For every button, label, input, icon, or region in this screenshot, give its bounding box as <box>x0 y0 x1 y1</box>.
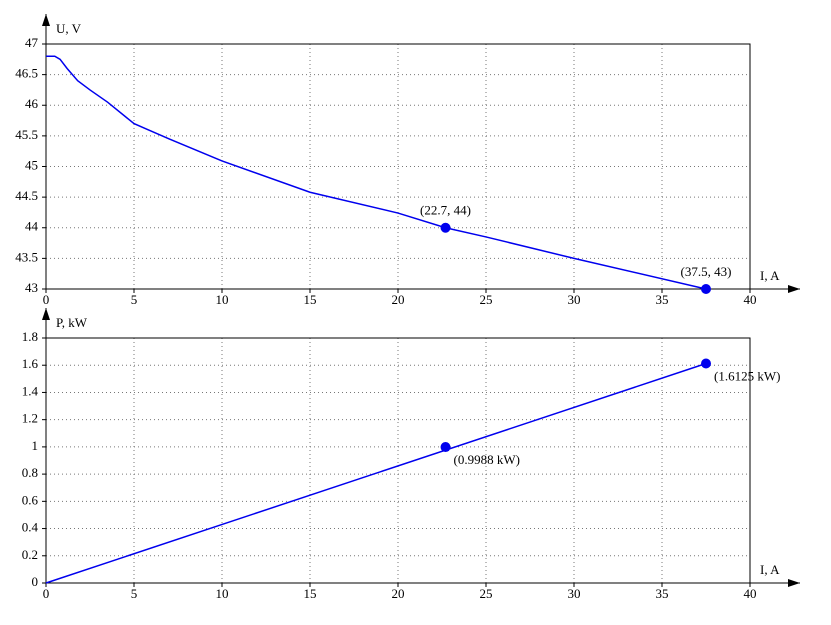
x-axis-label: I, A <box>760 562 780 577</box>
y-tick-label: 43 <box>25 280 38 295</box>
x-tick-label: 0 <box>43 292 50 307</box>
y-tick-label: 1.2 <box>22 411 38 426</box>
annotation: (0.9988 kW) <box>454 452 520 467</box>
annotation: (1.6125 kW) <box>714 369 780 384</box>
annotation: (37.5, 43) <box>681 264 732 279</box>
line <box>45 362 707 584</box>
y-tick-label: 46.5 <box>15 66 38 81</box>
x-tick-label: 20 <box>392 586 405 601</box>
y-tick-label: 44 <box>25 219 39 234</box>
y-tick-label: 1.6 <box>22 356 39 371</box>
marker <box>701 358 711 369</box>
x-tick-label: 25 <box>480 586 493 601</box>
y-tick-label: 0.2 <box>22 547 38 562</box>
x-axis-label: I, A <box>760 268 780 283</box>
marker <box>701 284 711 294</box>
y-tick-label: 43.5 <box>15 249 38 264</box>
marker <box>440 442 451 453</box>
y-tick-label: 0.6 <box>22 492 39 507</box>
y-tick-label: 1.8 <box>22 329 38 344</box>
line <box>46 55 707 290</box>
x-tick-label: 15 <box>304 586 317 601</box>
x-tick-label: 35 <box>656 586 669 601</box>
x-tick-label: 30 <box>568 586 581 601</box>
y-tick-label: 46 <box>25 96 39 111</box>
y-tick-label: 44.5 <box>15 188 38 203</box>
x-tick-label: 10 <box>216 586 229 601</box>
marker <box>440 222 451 233</box>
x-tick-label: 30 <box>568 292 581 307</box>
x-tick-label: 15 <box>304 292 317 307</box>
y-tick-label: 47 <box>25 35 39 50</box>
y-tick-label: 45 <box>25 157 38 172</box>
x-tick-label: 25 <box>480 292 493 307</box>
y-tick-label: 0.4 <box>22 520 39 535</box>
x-tick-label: 35 <box>656 292 669 307</box>
annotation: (22.7, 44) <box>420 203 471 218</box>
x-tick-label: 0 <box>43 586 50 601</box>
x-tick-label: 5 <box>131 292 138 307</box>
x-tick-label: 20 <box>392 292 405 307</box>
x-tick-label: 10 <box>216 292 229 307</box>
y-axis-label: U, V <box>56 21 82 36</box>
y-axis-label: P, kW <box>56 315 88 330</box>
y-tick-label: 45.5 <box>15 127 38 142</box>
x-tick-label: 5 <box>131 586 138 601</box>
x-tick-label: 40 <box>744 586 757 601</box>
y-tick-label: 1.4 <box>22 383 39 398</box>
y-tick-label: 0 <box>32 574 39 589</box>
y-tick-label: 0.8 <box>22 465 38 480</box>
x-tick-label: 40 <box>744 292 757 307</box>
y-tick-label: 1 <box>32 438 39 453</box>
